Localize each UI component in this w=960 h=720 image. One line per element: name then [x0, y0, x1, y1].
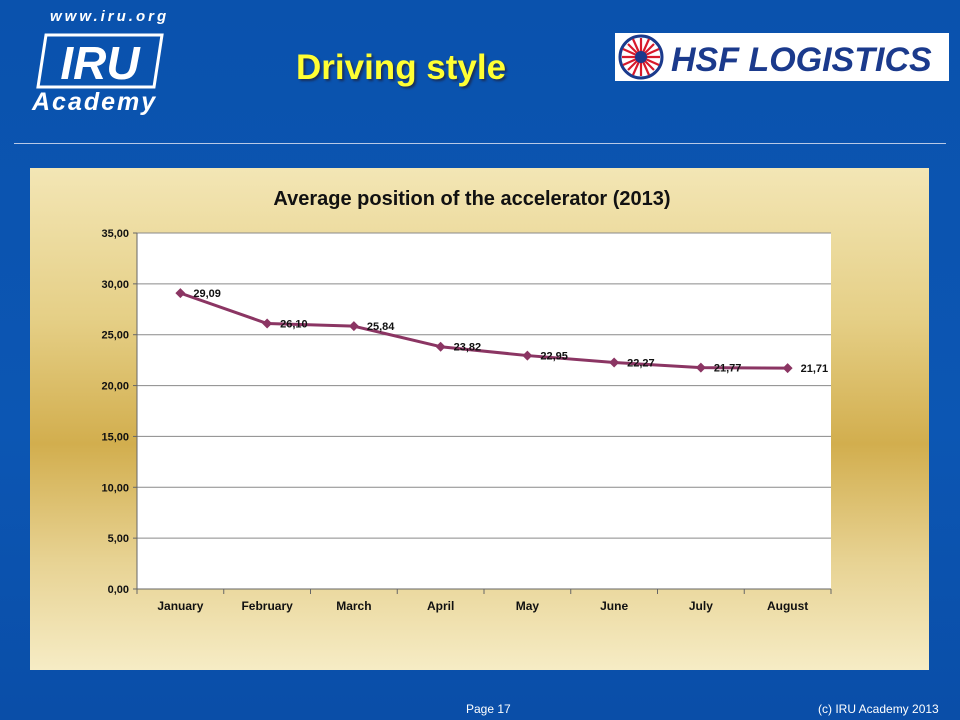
data-label: 21,77	[714, 363, 742, 375]
partner-logo-text: HSF LOGISTICS	[671, 41, 932, 79]
hsf-logistics-logo: HSF LOGISTICS	[615, 33, 949, 81]
data-label: 22,27	[627, 357, 655, 369]
globe-icon	[618, 34, 664, 80]
y-tick-label: 20,00	[101, 381, 129, 393]
data-label: 29,09	[193, 288, 221, 300]
logo-subtext: Academy	[32, 88, 158, 116]
data-point-marker	[695, 362, 706, 373]
copyright-text: (c) IRU Academy 2013	[818, 702, 939, 716]
slide-title: Driving style	[296, 48, 507, 87]
y-tick-label: 35,00	[101, 228, 129, 240]
y-tick-label: 10,00	[101, 482, 129, 494]
x-tick-label: February	[241, 599, 293, 613]
y-tick-label: 0,00	[108, 584, 129, 596]
x-tick-label: June	[600, 599, 628, 613]
chart-title: Average position of the accelerator (201…	[273, 188, 670, 210]
iru-logo-mark: IRU	[36, 33, 164, 89]
series-line	[179, 291, 788, 370]
page-number: Page 17	[466, 702, 511, 716]
header-divider	[14, 143, 946, 144]
logo-text: IRU	[60, 37, 141, 89]
y-tick-label: 15,00	[101, 431, 129, 443]
x-tick-label: August	[767, 599, 808, 613]
data-point-marker	[348, 321, 359, 332]
data-point-marker	[522, 350, 533, 361]
chart-panel: Average position of the accelerator (201…	[30, 168, 929, 670]
x-tick-label: January	[157, 599, 203, 613]
x-tick-label: July	[689, 599, 713, 613]
x-axis-ticks: January February March April May June July Augu…	[136, 588, 832, 613]
y-axis-ticks: 0,00 5,00 10,00 15,00 20,00 25,00 30,00 35,00	[101, 228, 138, 596]
logo-url-text: www.iru.org	[50, 8, 170, 25]
data-label: 21,71	[801, 363, 829, 375]
data-point-marker	[262, 318, 273, 329]
data-label: 26,10	[280, 319, 308, 331]
plot-area	[137, 233, 831, 589]
data-label: 23,82	[454, 342, 482, 354]
data-point-marker	[435, 341, 446, 352]
x-tick-label: April	[427, 599, 454, 613]
line-chart: Average position of the accelerator (201…	[101, 188, 832, 613]
data-label: 22,95	[540, 351, 568, 363]
data-label: 25,84	[367, 321, 395, 333]
data-point-marker	[782, 363, 793, 374]
x-tick-label: May	[516, 599, 540, 613]
y-tick-label: 30,00	[101, 279, 129, 291]
y-tick-label: 5,00	[108, 533, 129, 545]
x-tick-label: March	[336, 599, 371, 613]
data-point-marker	[175, 288, 186, 299]
data-point-marker	[609, 357, 620, 368]
y-tick-label: 25,00	[101, 330, 129, 342]
series-group: 29,09 26,10 25,84 23,82 22,95 22,27 21,77 21,71	[175, 288, 828, 375]
